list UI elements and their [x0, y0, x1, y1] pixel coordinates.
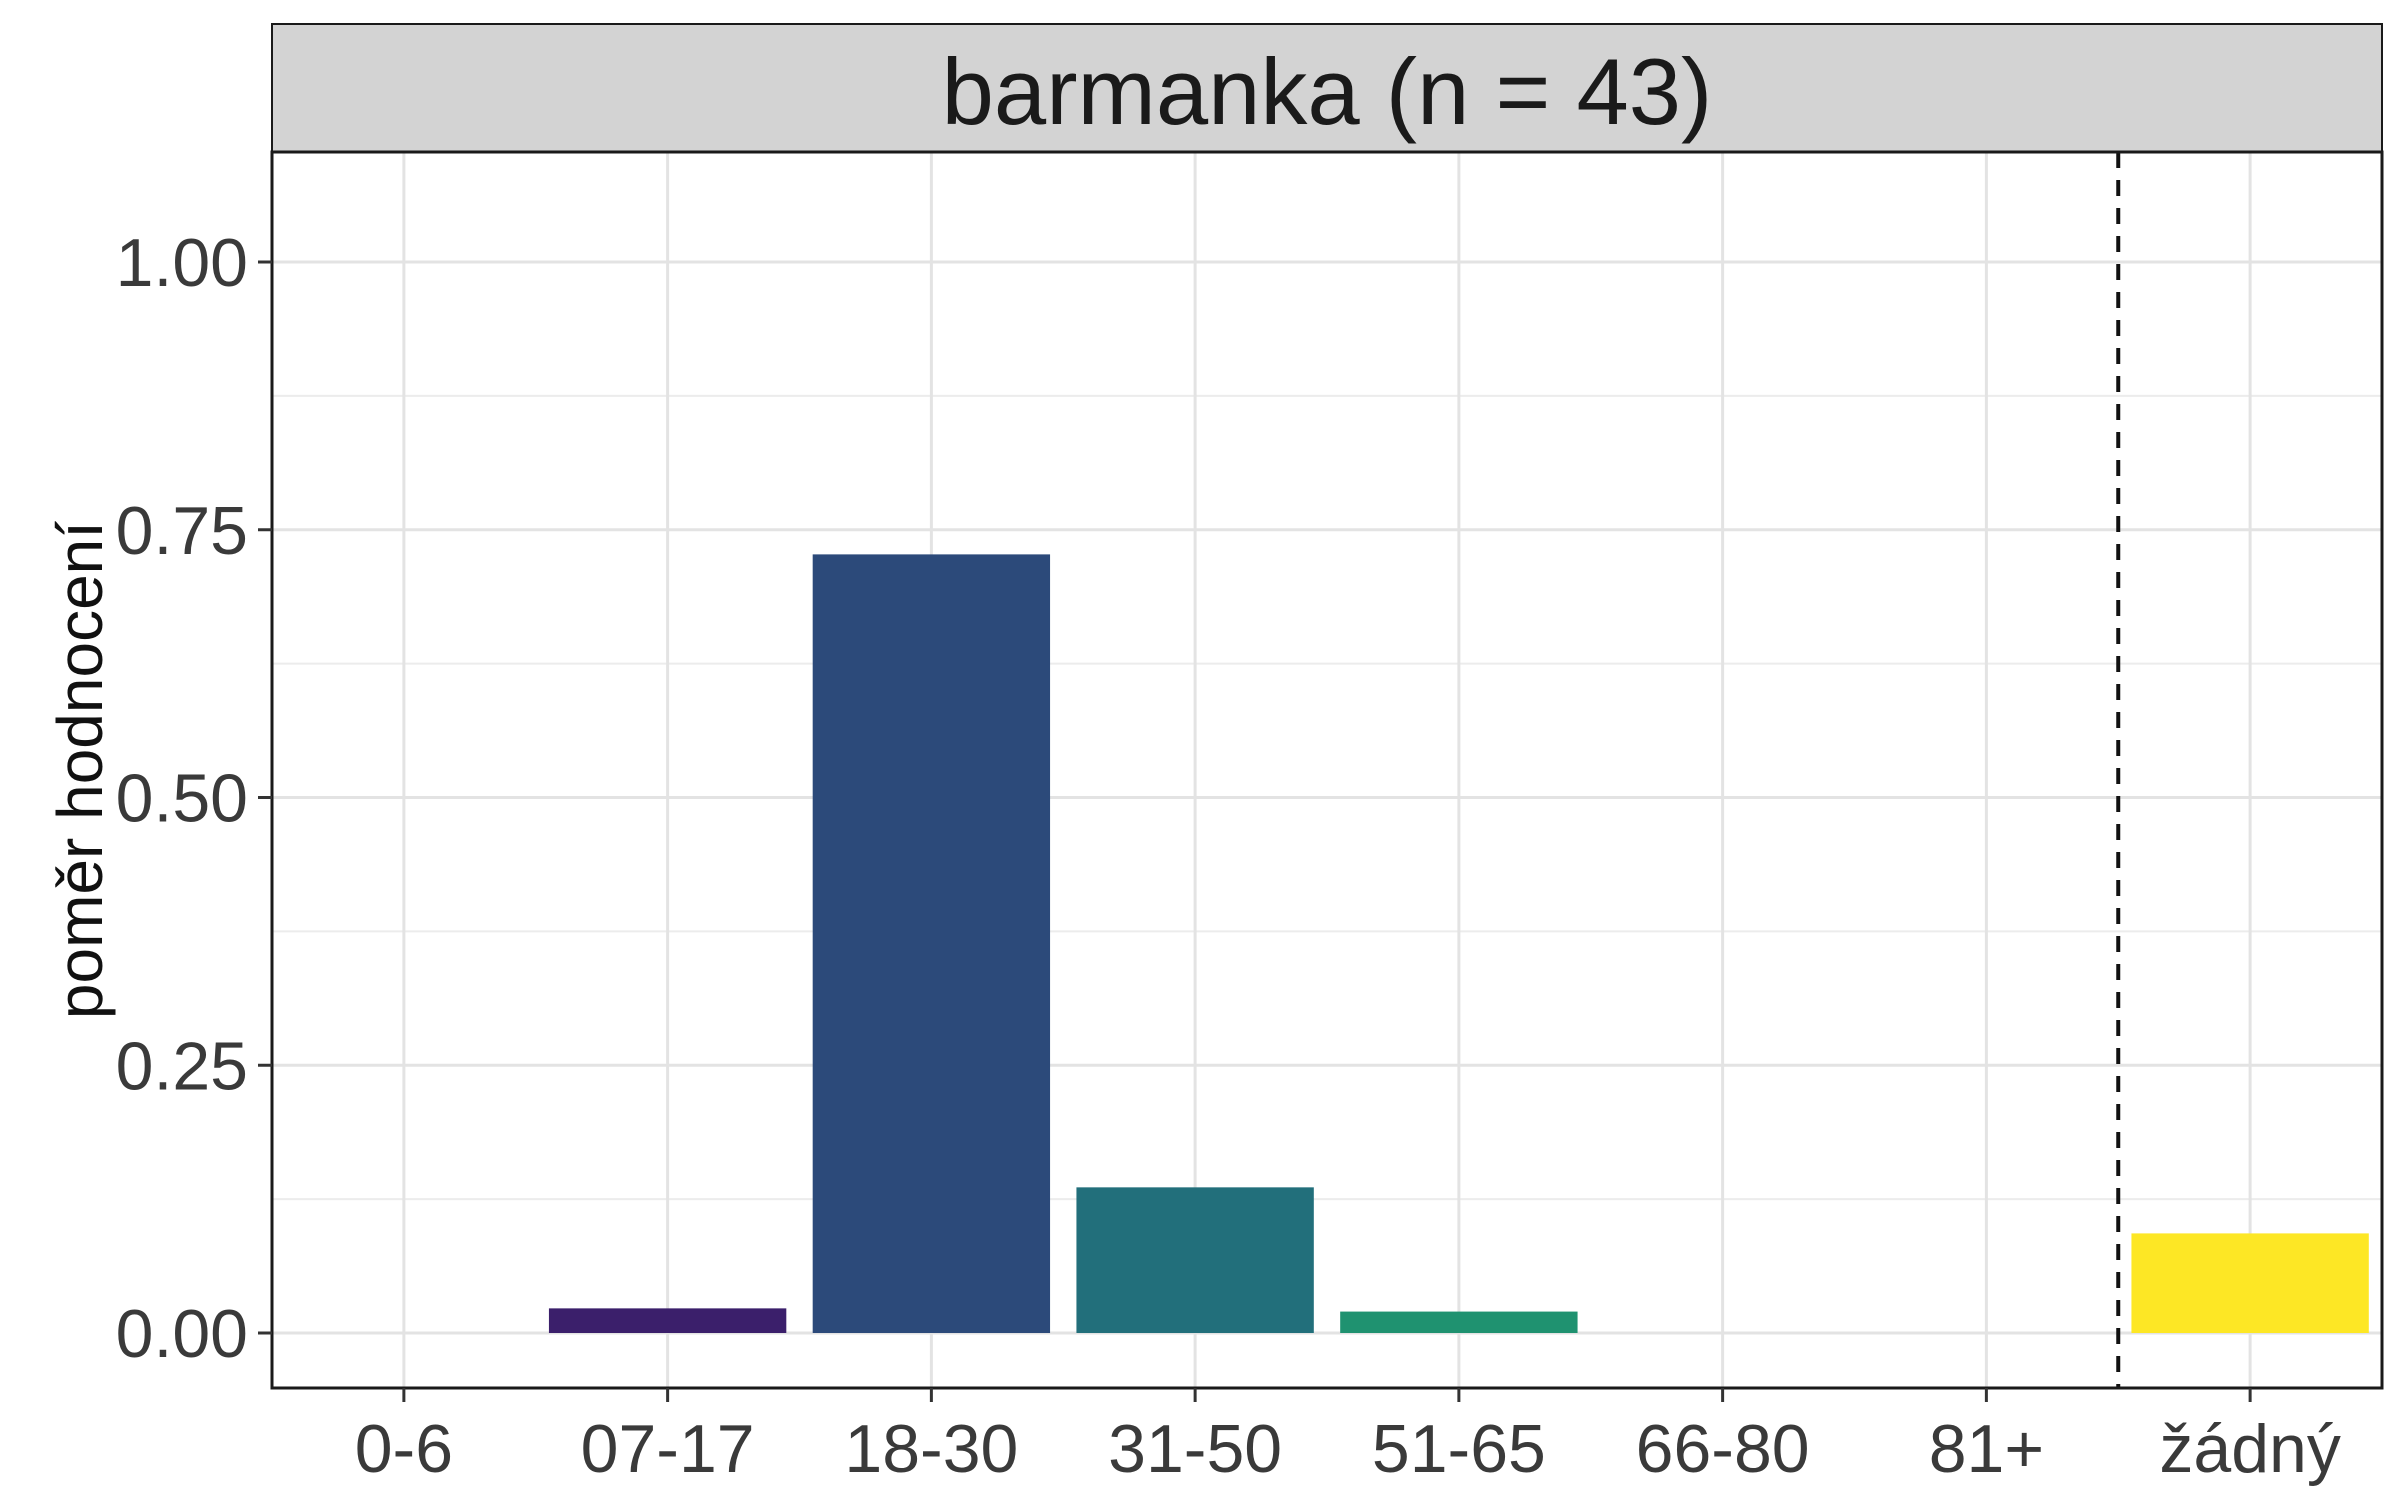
y-tick-label: 0.50: [116, 761, 248, 837]
bar-žádný: [2131, 1233, 2369, 1333]
facet-title: barmanka (n = 43): [942, 39, 1713, 144]
y-axis: 0.00 0.25 0.50 0.75 1.00: [116, 225, 272, 1372]
x-tick-label: 18-30: [844, 1411, 1018, 1487]
bar-51-65: [1340, 1311, 1578, 1333]
minor-gridlines: [272, 394, 2382, 1201]
x-tick-label: 07-17: [581, 1411, 755, 1487]
x-tick-label: 31-50: [1108, 1411, 1282, 1487]
bars: [548, 554, 2369, 1333]
y-tick-label: 0.75: [116, 493, 248, 569]
x-tick-label: 81+: [1929, 1411, 2044, 1487]
x-tick-label: 66-80: [1636, 1411, 1810, 1487]
plot-panel: [272, 152, 2382, 1388]
x-axis: 0-6 07-17 18-30 31-50 51-65 66-80 81+ žádný: [355, 1388, 2341, 1487]
plot-border: [270, 150, 2384, 1390]
y-tick-label: 0.25: [116, 1028, 248, 1104]
bar-18-30: [812, 554, 1051, 1333]
facet-strip: [271, 23, 2383, 153]
major-gridlines: [272, 152, 2382, 1388]
x-tick-label: 0-6: [355, 1411, 453, 1487]
x-tick-label: žádný: [2159, 1411, 2340, 1487]
bar-31-50: [1076, 1187, 1314, 1333]
bar-07-17: [548, 1308, 787, 1333]
x-tick-label: 51-65: [1372, 1411, 1546, 1487]
y-axis-title: poměr hodnocení: [44, 521, 116, 1019]
y-tick-label: 1.00: [116, 225, 248, 301]
y-tick-label: 0.00: [116, 1296, 248, 1372]
